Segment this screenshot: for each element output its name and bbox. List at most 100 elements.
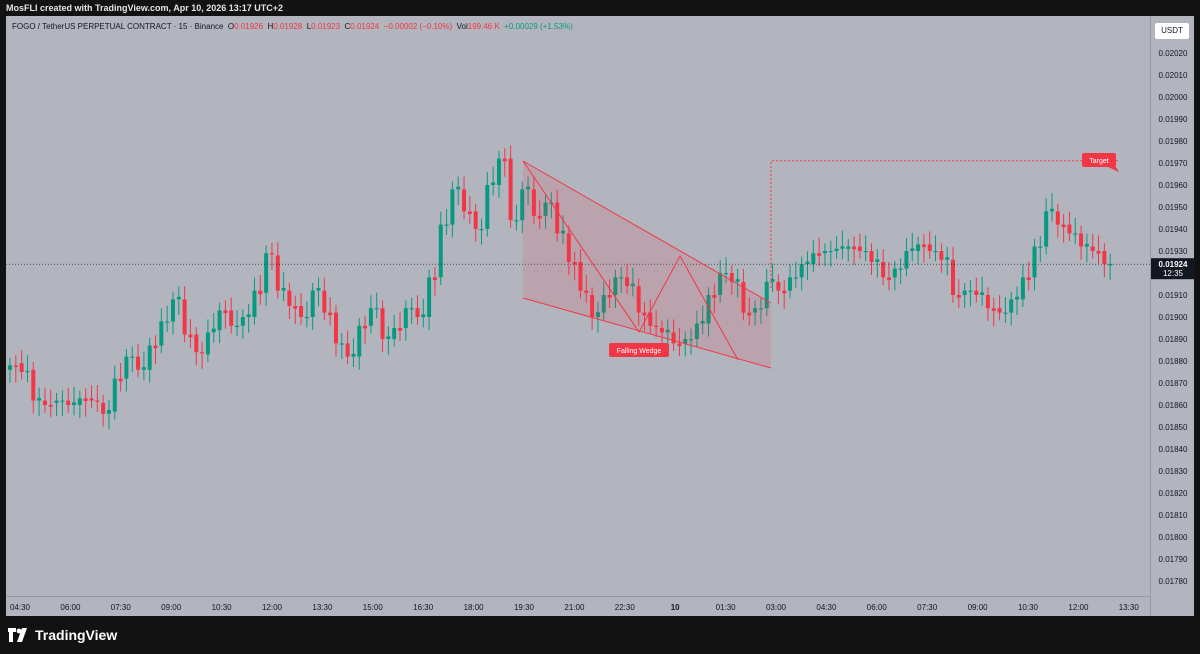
y-tick-label: 0.01850	[1159, 423, 1188, 432]
low-value: 0.01923	[311, 22, 341, 31]
price-axis[interactable]: 0.020300.020200.020100.020000.019900.019…	[1150, 16, 1195, 616]
price-tag-countdown: 12:35	[1163, 269, 1184, 278]
x-tick-label: 13:30	[1119, 603, 1140, 612]
target-marker: Target	[770, 153, 1119, 288]
candle-up	[246, 314, 251, 317]
volume-label: Vol	[456, 22, 468, 31]
candle-up	[170, 299, 175, 322]
candle-down	[363, 325, 368, 329]
candle-up	[846, 246, 851, 249]
candle-down	[817, 253, 822, 256]
x-tick-label: 07:30	[111, 603, 132, 612]
candle-up	[409, 308, 414, 310]
candle-up	[72, 402, 77, 405]
candle-down	[432, 277, 437, 281]
candle-down	[531, 189, 536, 216]
candle-down	[1090, 246, 1095, 251]
candle-down	[555, 202, 560, 234]
x-tick-label: 12:00	[1068, 603, 1089, 612]
candle-up	[665, 329, 670, 333]
candle-up	[240, 317, 245, 326]
wedge-label-bg	[609, 343, 669, 357]
x-tick-label: 09:00	[968, 603, 989, 612]
candle-down	[869, 251, 874, 262]
candle-up	[427, 277, 432, 317]
candle-up	[165, 321, 170, 323]
candle-down	[1055, 211, 1060, 225]
candle-down	[956, 295, 961, 298]
time-axis[interactable]: 04:30 06:00 07:30 09:00 10:30 12:00 13:30 15:00…	[6, 596, 1150, 617]
candle-down	[1079, 233, 1084, 247]
candle-up	[753, 308, 758, 313]
candle-up	[718, 273, 723, 295]
candle-down	[95, 400, 100, 402]
y-tick-label: 0.01860	[1159, 401, 1188, 410]
candle-up	[386, 336, 391, 339]
wedge-label: Falling Wedge	[617, 348, 662, 355]
candle-up	[875, 259, 880, 262]
y-tick-label: 0.01950	[1159, 203, 1188, 212]
candle-down	[985, 295, 990, 309]
candle-down	[19, 363, 24, 372]
candle-down	[642, 312, 647, 316]
price-chart[interactable]: Falling Wedge Target	[6, 16, 1150, 596]
candle-down	[927, 244, 932, 251]
candle-down	[648, 312, 653, 326]
x-tick-label: 01:30	[716, 603, 737, 612]
y-tick-label: 0.01790	[1159, 555, 1188, 564]
candle-up	[788, 277, 793, 291]
x-tick-label: 10:30	[212, 603, 233, 612]
volume-value: 199.46 K	[467, 22, 500, 31]
x-tick-label: 16:30	[413, 603, 434, 612]
x-tick-label: 04:30	[816, 603, 837, 612]
candle-up	[764, 281, 769, 309]
candle-down	[951, 259, 956, 295]
candle-up	[916, 244, 921, 251]
candle-down	[380, 308, 385, 339]
candle-up	[37, 397, 42, 401]
candle-up	[264, 253, 269, 293]
candle-down	[654, 325, 659, 327]
candle-up	[444, 224, 449, 226]
candle-down	[223, 310, 228, 314]
candle-up	[304, 317, 309, 319]
candle-up	[694, 323, 699, 339]
candle-up	[351, 353, 356, 357]
candle-up	[112, 378, 117, 412]
candle-up	[357, 325, 362, 357]
candle-up	[863, 251, 868, 253]
x-tick-label: 12:00	[262, 603, 283, 612]
candle-down	[467, 211, 472, 215]
x-tick-label: 21:00	[564, 603, 585, 612]
chart-caption-bar: MosFLI created with TradingView.com, Apr…	[0, 0, 1200, 16]
y-tick-label: 0.01810	[1159, 511, 1188, 520]
y-tick-label: 0.01890	[1159, 335, 1188, 344]
y-tick-label: 0.01800	[1159, 533, 1188, 542]
candle-down	[537, 215, 542, 219]
candle-down	[997, 308, 1002, 313]
symbol-name[interactable]: FOGO / TetherUS PERPETUAL CONTRACT · 15 …	[12, 22, 224, 31]
candle-down	[671, 332, 676, 344]
candle-up	[368, 308, 373, 326]
candle-up	[485, 185, 490, 229]
candle-up	[945, 257, 950, 260]
candle-up	[1009, 299, 1014, 313]
candle-down	[659, 328, 664, 333]
volume-change: +0.00029 (+1.53%)	[504, 22, 573, 31]
candle-down	[852, 246, 857, 250]
tradingview-logo[interactable]: TradingView	[8, 627, 117, 643]
candle-down	[48, 405, 53, 407]
x-tick-label: 03:00	[766, 603, 787, 612]
candle-up	[211, 328, 216, 333]
candle-up	[828, 251, 833, 253]
candle-down	[194, 334, 199, 353]
candle-down	[287, 290, 292, 306]
candle-down	[345, 343, 350, 357]
candle-up	[601, 295, 606, 313]
open-value: 0.01926	[234, 22, 264, 31]
x-tick-label: 04:30	[10, 603, 31, 612]
candle-up	[735, 279, 740, 282]
brand-name: TradingView	[35, 627, 118, 643]
y-tick-label: 0.02010	[1159, 71, 1188, 80]
currency-button[interactable]: USDT	[1155, 23, 1189, 39]
